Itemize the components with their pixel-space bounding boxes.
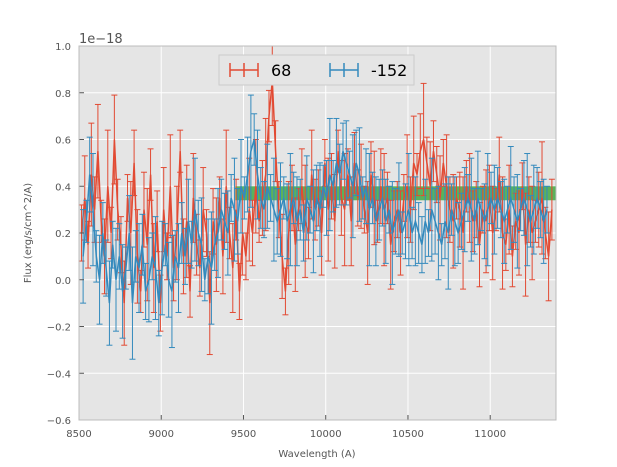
series-line-1 xyxy=(82,139,548,304)
y-tick-label-6: 0.6 xyxy=(55,136,71,147)
y-tick-label-1: −0.4 xyxy=(47,369,71,380)
y-tick-label-3: 0.0 xyxy=(55,276,71,287)
legend: 68 -152 xyxy=(218,54,415,86)
y-tick-label-2: −0.2 xyxy=(47,323,71,334)
legend-marker-minus-152 xyxy=(329,63,359,77)
x-tick-label-5: 11000 xyxy=(474,429,506,440)
y-tick-label-8: 1.0 xyxy=(55,42,71,53)
legend-marker-68 xyxy=(229,63,259,77)
plot-frame xyxy=(78,45,557,421)
x-axis-label: Wavelength (A) xyxy=(278,449,355,460)
legend-label-68: 68 xyxy=(271,61,291,80)
y-axis-label: Flux (erg/s/cm^2/A) xyxy=(23,183,34,283)
y-tick-label-0: −0.6 xyxy=(47,416,71,427)
y-tick-label-5: 0.4 xyxy=(55,182,71,193)
x-tick-label-0: 8500 xyxy=(66,429,91,440)
tick-layer: 8500 9000 9500 10000 10500 11000 −0.6 −0.4 −0.2 0… xyxy=(47,42,506,440)
series-layer xyxy=(78,45,555,360)
x-tick-label-1: 9000 xyxy=(149,429,174,440)
y-tick-label-7: 0.8 xyxy=(55,89,71,100)
legend-label-minus-152: -152 xyxy=(371,61,407,80)
x-tick-label-2: 9500 xyxy=(231,429,256,440)
y-offset-label: 1e−18 xyxy=(79,32,123,47)
x-tick-label-4: 10500 xyxy=(392,429,424,440)
series-1 xyxy=(80,94,550,360)
x-tick-label-3: 10000 xyxy=(310,429,342,440)
y-tick-label-4: 0.2 xyxy=(55,229,71,240)
